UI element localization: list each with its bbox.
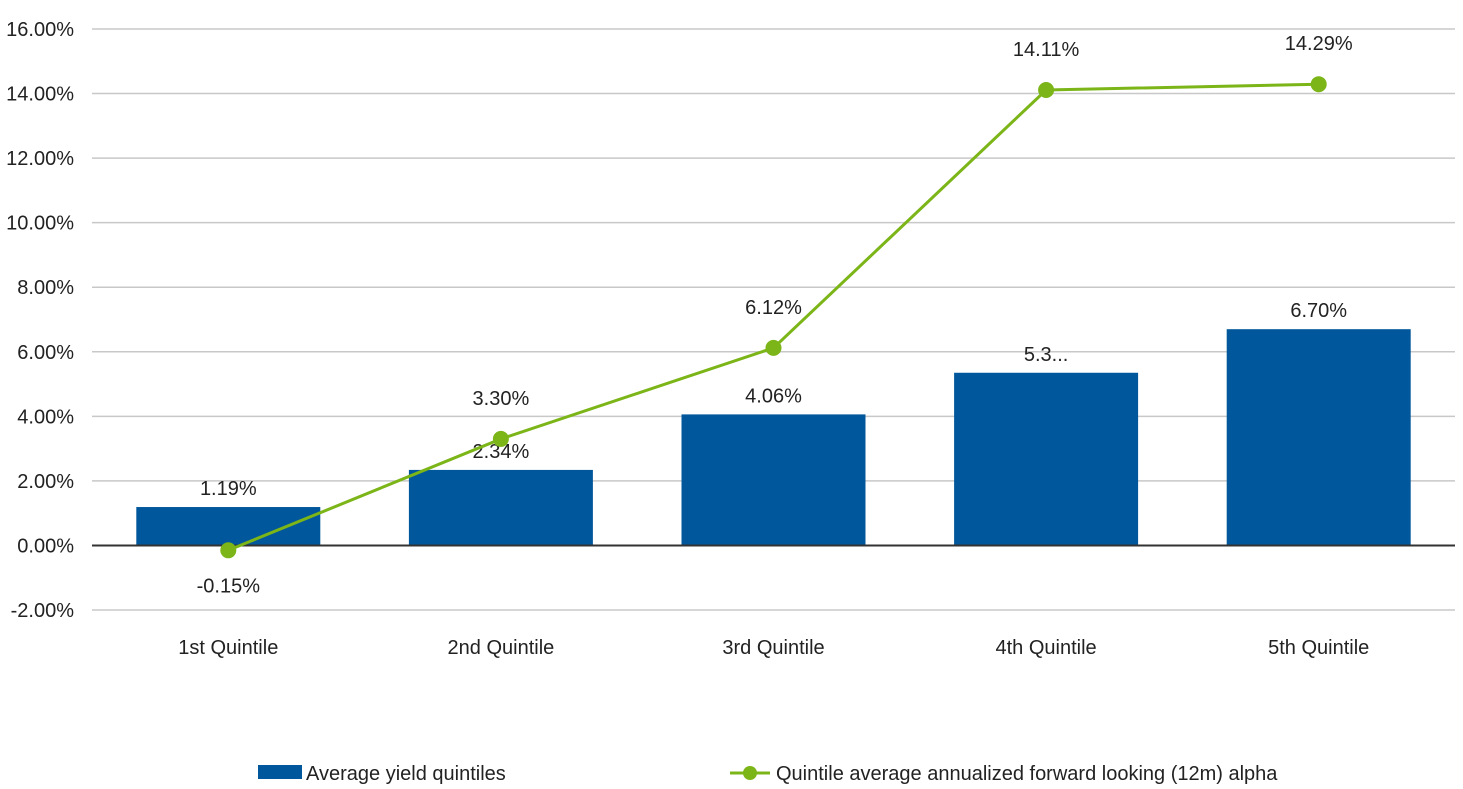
line-point: [765, 339, 782, 356]
bar-data-label: 6.70%: [1290, 300, 1347, 322]
line-series: -0.15% 3.30% 6.12% 14.11% 14.29%: [197, 33, 1353, 597]
y-tick-label: 6.00%: [17, 342, 74, 364]
y-tick-label: 12.00%: [6, 148, 74, 170]
line-point: [220, 542, 237, 559]
y-tick-label: -2.00%: [11, 600, 75, 622]
line-point: [1310, 76, 1327, 93]
legend-swatch-bar: [258, 765, 302, 779]
bar: [954, 372, 1139, 546]
x-tick-label: 2nd Quintile: [448, 637, 555, 659]
bar-series: 1.19% 2.34% 4.06% 5.3... 6.70%: [136, 300, 1411, 546]
line-data-label: 14.29%: [1285, 33, 1353, 55]
x-tick-label: 5th Quintile: [1268, 637, 1369, 659]
y-axis-tick-labels: 16.00% 14.00% 12.00% 10.00% 8.00% 6.00% 4.00% 2…: [6, 19, 74, 622]
y-tick-label: 4.00%: [17, 406, 74, 428]
line-data-label: 6.12%: [745, 297, 802, 319]
x-tick-label: 3rd Quintile: [722, 637, 824, 659]
bar-data-label: 2.34%: [473, 441, 530, 463]
x-tick-label: 1st Quintile: [178, 637, 278, 659]
y-tick-label: 10.00%: [6, 213, 74, 235]
line-point: [1038, 82, 1055, 99]
legend-swatch-marker: [743, 766, 757, 780]
bar: [136, 507, 321, 546]
legend-label-line: Quintile average annualized forward look…: [776, 763, 1278, 785]
bar: [1226, 329, 1411, 546]
y-tick-label: 14.00%: [6, 84, 74, 106]
line-data-label: 3.30%: [473, 388, 530, 410]
y-tick-label: 8.00%: [17, 277, 74, 299]
x-axis-tick-labels: 1st Quintile 2nd Quintile 3rd Quintile 4th …: [178, 637, 1369, 659]
x-tick-label: 4th Quintile: [996, 637, 1097, 659]
y-tick-label: 0.00%: [17, 535, 74, 557]
bar-data-label: 5.3...: [1024, 344, 1068, 366]
bar-data-label: 4.06%: [745, 385, 802, 407]
bar-data-label: 1.19%: [200, 478, 257, 500]
line-point: [492, 430, 509, 447]
line-data-label: 14.11%: [1013, 39, 1080, 61]
bar: [408, 469, 593, 546]
bar: [681, 414, 866, 546]
legend: Average yield quintiles Quintile average…: [258, 763, 1278, 785]
line-data-label: -0.15%: [197, 575, 261, 597]
y-tick-label: 2.00%: [17, 471, 74, 493]
legend-label-bar: Average yield quintiles: [306, 763, 506, 785]
y-tick-label: 16.00%: [6, 19, 74, 41]
